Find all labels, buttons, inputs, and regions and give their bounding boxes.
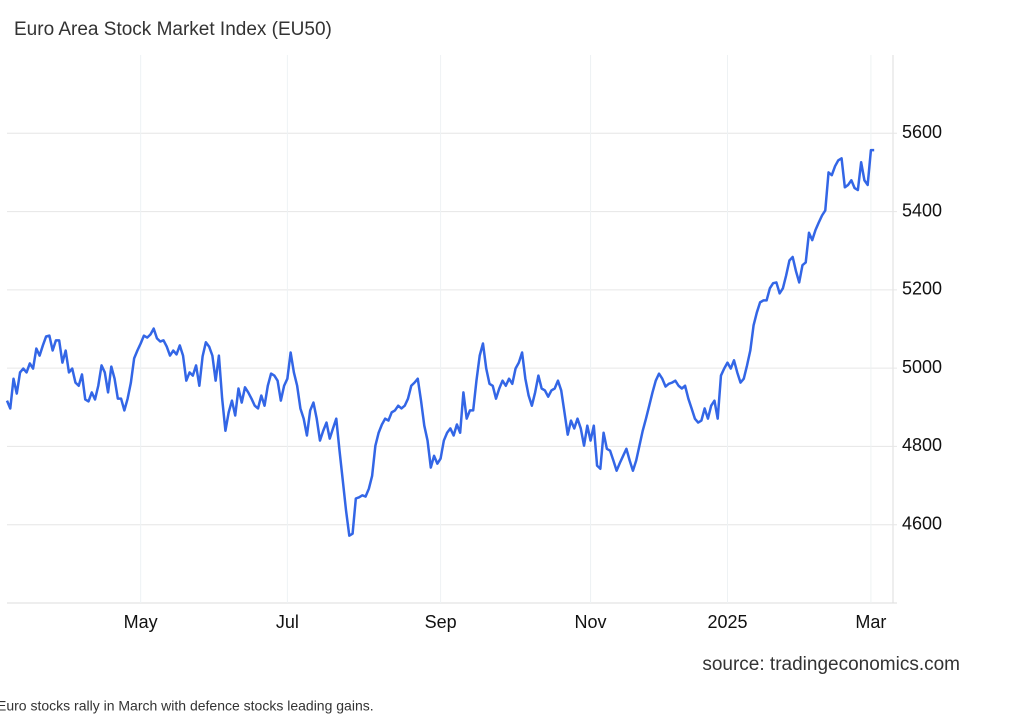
x-tick-label: Jul: [276, 612, 299, 632]
source: source: tradingeconomics.com: [702, 654, 960, 675]
caption: Euro stocks rally in March with defence …: [0, 698, 374, 714]
x-tick-label: May: [124, 612, 158, 632]
y-tick-label: 5000: [902, 357, 942, 377]
x-tick-label: 2025: [707, 612, 747, 632]
x-tick-label: Nov: [575, 612, 607, 632]
chart-title: Euro Area Stock Market Index (EU50): [14, 19, 332, 40]
y-tick-label: 5200: [902, 279, 942, 299]
y-tick-label: 5600: [902, 122, 942, 142]
y-tick-label: 4800: [902, 435, 942, 455]
x-tick-label: Mar: [855, 612, 886, 632]
price-line: [5, 148, 875, 537]
y-tick-label: 5400: [902, 200, 942, 220]
x-tick-label: Sep: [425, 612, 457, 632]
y-tick-label: 4600: [902, 513, 942, 533]
